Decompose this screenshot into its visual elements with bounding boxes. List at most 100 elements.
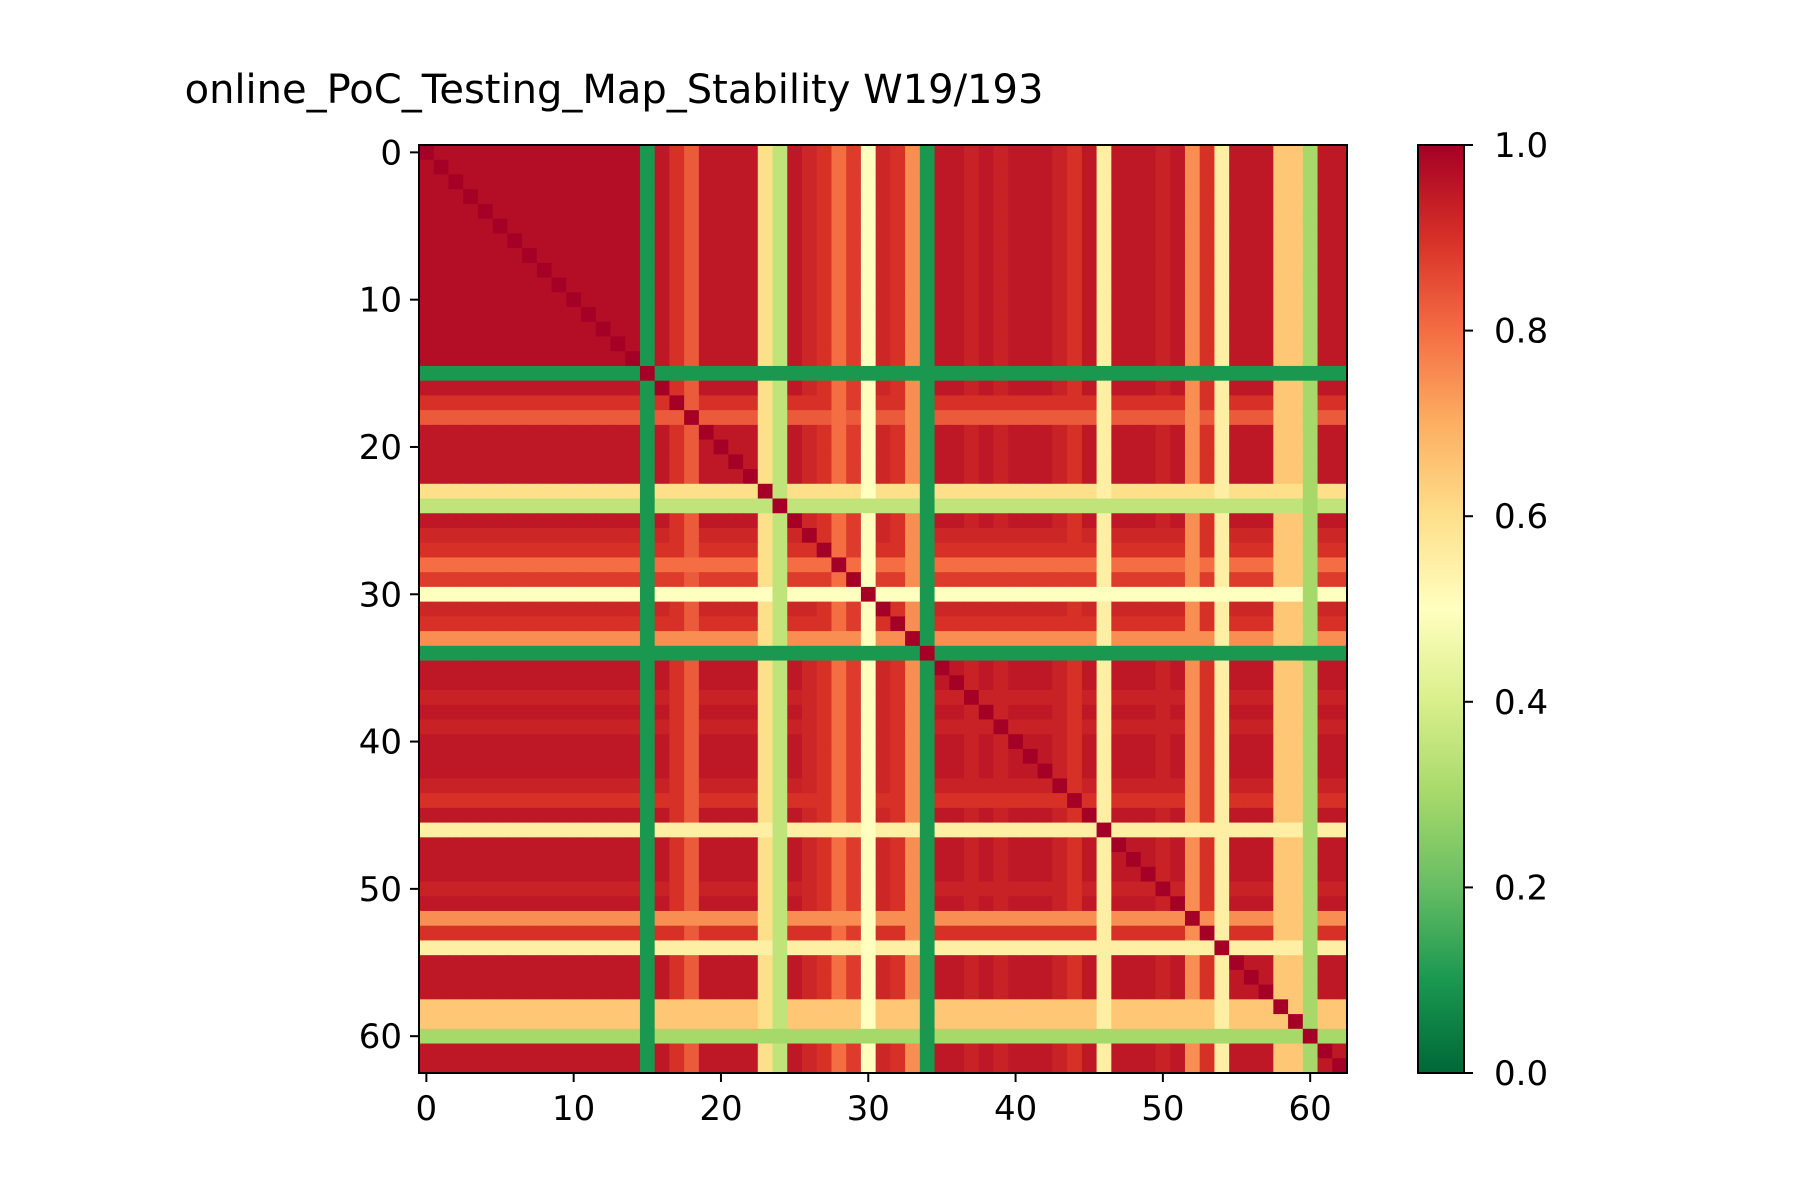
heatmap-cell <box>522 277 538 293</box>
heatmap-cell <box>905 572 921 588</box>
heatmap-cell <box>978 616 995 632</box>
heatmap-cell <box>860 778 877 794</box>
heatmap-cell <box>964 690 980 706</box>
heatmap-cell <box>1140 940 1157 956</box>
heatmap-cell <box>1199 1028 1216 1045</box>
heatmap-cell <box>1052 203 1068 220</box>
heatmap-cell <box>595 704 612 721</box>
heatmap-cell <box>1243 601 1260 617</box>
heatmap-cell <box>566 542 582 559</box>
heatmap-cell <box>713 424 729 441</box>
heatmap-cell <box>1096 174 1112 190</box>
heatmap-cell <box>595 586 612 603</box>
heatmap-cell <box>1155 174 1171 190</box>
heatmap-cell <box>639 483 656 500</box>
heatmap-cell <box>890 631 906 647</box>
heatmap-cell <box>964 159 980 176</box>
heatmap-cell <box>669 631 685 647</box>
heatmap-cell <box>1140 145 1157 161</box>
heatmap-cell <box>905 292 921 308</box>
heatmap-cell <box>625 837 641 853</box>
heatmap-cell <box>831 999 847 1015</box>
heatmap-cell <box>860 557 877 573</box>
heatmap-cell <box>625 719 641 735</box>
heatmap-cell <box>551 277 567 293</box>
heatmap-cell <box>433 866 450 883</box>
heatmap-cell <box>1184 292 1201 308</box>
heatmap-cell <box>831 542 847 559</box>
heatmap-cell <box>993 925 1009 942</box>
heatmap-cell <box>978 940 995 956</box>
heatmap-cell <box>1111 145 1127 161</box>
heatmap-cell <box>772 218 788 234</box>
heatmap-cell <box>934 203 950 220</box>
heatmap-cell <box>1096 513 1112 529</box>
heatmap-cell <box>463 616 479 632</box>
heatmap-cell <box>522 248 538 264</box>
heatmap-cell <box>1258 248 1274 264</box>
heatmap-cell <box>919 557 936 573</box>
heatmap-cell <box>993 424 1009 441</box>
heatmap-cell <box>610 572 626 588</box>
heatmap-cell <box>1332 910 1348 927</box>
heatmap-cell <box>595 542 612 559</box>
heatmap-cell <box>1229 572 1245 588</box>
heatmap-cell <box>698 586 715 603</box>
heatmap-cell <box>728 410 744 426</box>
heatmap-cell <box>654 159 671 176</box>
heatmap-cell <box>1302 925 1319 942</box>
heatmap-cell <box>1273 1043 1289 1059</box>
heatmap-cell <box>566 307 582 323</box>
heatmap-cell <box>581 866 597 883</box>
heatmap-cell <box>1008 262 1024 279</box>
heatmap-cell <box>1008 955 1024 971</box>
heatmap-cell <box>1332 719 1348 735</box>
heatmap-cell <box>654 483 671 500</box>
heatmap-cell <box>477 454 494 470</box>
heatmap-cell <box>757 336 774 352</box>
heatmap-cell <box>1052 174 1068 190</box>
heatmap-cell <box>772 380 788 397</box>
heatmap-cell <box>684 189 700 205</box>
heatmap-cell <box>860 159 877 176</box>
heatmap-cell <box>1288 910 1304 927</box>
heatmap-cell <box>890 145 906 161</box>
heatmap-cell <box>1302 586 1319 603</box>
heatmap-cell <box>448 881 464 897</box>
heatmap-cell <box>831 616 847 632</box>
heatmap-cell <box>1096 793 1112 809</box>
heatmap-cell <box>905 410 921 426</box>
heatmap-cell <box>846 513 862 529</box>
heatmap-cell <box>787 513 803 529</box>
heatmap-cell <box>1067 881 1083 897</box>
heatmap-cell <box>772 866 788 883</box>
heatmap-cell <box>875 969 891 986</box>
heatmap-cell <box>1081 586 1098 603</box>
heatmap-cell <box>993 910 1009 927</box>
heatmap-cell <box>831 336 847 352</box>
heatmap-cell <box>507 1058 523 1074</box>
heatmap-cell <box>698 439 715 455</box>
heatmap-cell <box>684 896 700 912</box>
heatmap-cell <box>801 1014 818 1030</box>
heatmap-cell <box>1037 277 1053 293</box>
heatmap-cell <box>949 572 965 588</box>
heatmap-cell <box>507 424 523 441</box>
heatmap-cell <box>787 189 803 205</box>
heatmap-cell <box>1214 395 1230 411</box>
heatmap-cell <box>1258 660 1274 676</box>
heatmap-cell <box>610 321 626 338</box>
heatmap-cell <box>1273 527 1289 544</box>
heatmap-cell <box>801 748 818 765</box>
heatmap-cell <box>654 984 671 1000</box>
heatmap-cell <box>890 365 906 382</box>
heatmap-cell <box>639 852 656 868</box>
heatmap-cell <box>1170 424 1186 441</box>
heatmap-cell <box>1008 233 1024 249</box>
heatmap-cell <box>787 822 803 838</box>
heatmap-cell <box>934 999 950 1015</box>
heatmap-cell <box>1332 925 1348 942</box>
heatmap-cell <box>1126 778 1142 794</box>
heatmap-cell <box>743 203 759 220</box>
heatmap-cell <box>1243 866 1260 883</box>
